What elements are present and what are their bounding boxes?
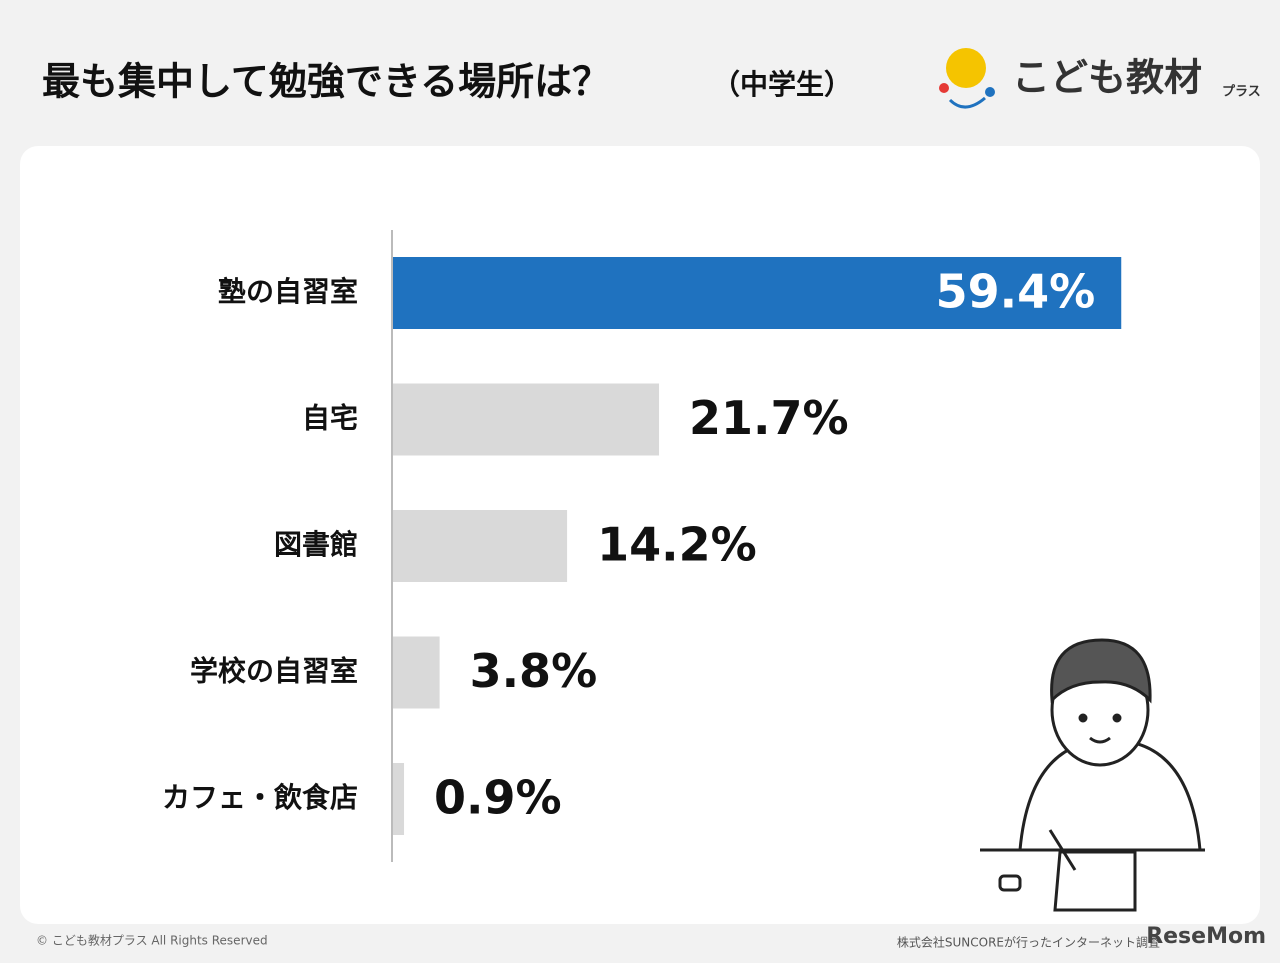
value-label: 59.4% (936, 265, 1096, 319)
value-label: 14.2% (597, 518, 757, 572)
category-label: 自宅 (302, 402, 358, 435)
bar (393, 510, 568, 582)
bar (393, 257, 1122, 329)
value-label: 21.7% (689, 391, 849, 445)
logo-text: こども教材 (1012, 56, 1202, 100)
watermark: ReseMom (1146, 924, 1266, 949)
category-label: カフェ・飲食店 (162, 781, 358, 814)
bar (393, 383, 660, 456)
source: 株式会社SUNCOREが行ったインターネット調査 (897, 935, 1160, 950)
category-label: 学校の自習室 (190, 655, 358, 688)
card (20, 146, 1260, 924)
category-label: 図書館 (274, 528, 358, 561)
illustration (980, 638, 1205, 912)
bar (393, 763, 405, 835)
subtitle: （中学生） (712, 68, 852, 101)
value-label: 0.9% (434, 771, 562, 825)
category-label: 塾の自習室 (218, 275, 358, 308)
plot: 塾の自習室 59.4% 自宅 21.7% 図書館 14.2% 学校の自習室 3.8% カフェ・飲… (162, 257, 1122, 835)
logo-sub: プラス (1222, 85, 1261, 100)
title: 最も集中して勉強できる場所は？ (42, 60, 610, 104)
logo-icon (939, 48, 995, 109)
bar (393, 636, 440, 709)
value-label: 3.8% (470, 644, 598, 698)
copyright: © こども教材プラス All Rights Reserved (36, 933, 268, 948)
